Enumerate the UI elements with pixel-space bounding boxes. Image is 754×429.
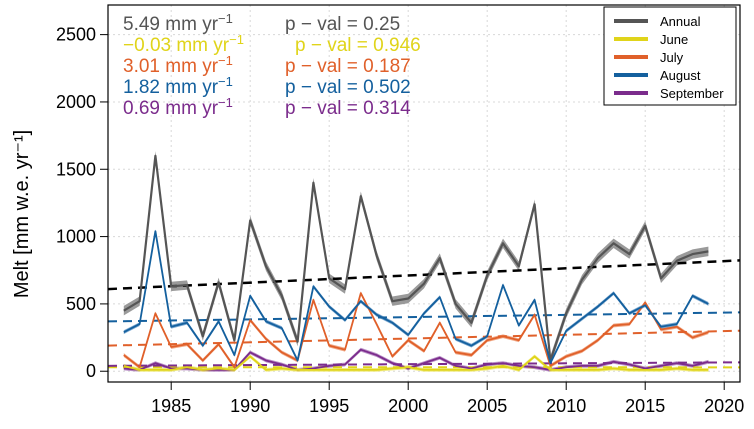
trend-august: [107, 311, 741, 323]
annotation-rate: 1.82 mm yr−1: [123, 74, 233, 98]
x-tick-label: 2010: [546, 396, 586, 416]
legend-label-annual: Annual: [660, 14, 701, 29]
x-tick-label: 2005: [467, 396, 507, 416]
y-tick-label: 1000: [56, 227, 96, 247]
annotation-rate: 3.01 mm yr−1: [123, 53, 233, 77]
annotation-pval: p − val = 0.187: [285, 56, 411, 77]
annotation-superscript: −1: [229, 32, 244, 47]
line-august: [123, 230, 709, 365]
x-axis: 1985 1990 1995 2000 2005 2010 2015 2020: [151, 382, 744, 416]
annotation-rate: 5.49 mm yr−1: [123, 11, 233, 35]
y-tick-label: 2000: [56, 92, 96, 112]
annotation-superscript: −1: [218, 11, 233, 26]
line-july: [123, 292, 709, 369]
legend-label-september: September: [660, 86, 724, 101]
y-axis: 0 500 1000 1500 2000 2500: [56, 25, 108, 381]
annotation-pval: p − val = 0.25: [285, 14, 400, 35]
y-tick-label: 1500: [56, 159, 96, 179]
y-tick-label: 0: [86, 361, 96, 381]
line-september: [123, 348, 709, 371]
annotation-rate: −0.03 mm yr−1: [123, 32, 244, 56]
legend: Annual June July August September: [603, 6, 737, 106]
legend-label-june: June: [660, 32, 688, 47]
legend-label-july: July: [660, 50, 684, 65]
annotation-superscript: −1: [218, 74, 233, 89]
plot-frame: [107, 4, 741, 383]
trend-july: [107, 329, 741, 347]
x-tick-label: 2020: [704, 396, 744, 416]
series-lines: [123, 154, 709, 371]
line-annual: [123, 154, 709, 362]
annotation-superscript: −1: [218, 95, 233, 110]
trend-annual: [107, 259, 741, 291]
annotation-superscript: −1: [218, 53, 233, 68]
legend-label-august: August: [660, 68, 701, 83]
line-june: [123, 355, 709, 371]
y-axis-label: Melt [mm w.e. yr⁻¹]: [11, 130, 33, 298]
annotation-rate: 0.69 mm yr−1: [123, 95, 233, 119]
x-tick-label: 2000: [388, 396, 428, 416]
trend-annotations: 5.49 mm yr−1 p − val = 0.25 −0.03 mm yr−1 p…: [123, 11, 421, 119]
x-tick-label: 2015: [625, 396, 665, 416]
x-tick-label: 1985: [151, 396, 191, 416]
annotation-pval: p − val = 0.502: [285, 77, 411, 98]
x-tick-label: 1990: [230, 396, 270, 416]
y-tick-label: 500: [66, 294, 96, 314]
annotation-pval: p − val = 0.314: [285, 98, 411, 119]
annotation-pval: p − val = 0.946: [295, 35, 421, 56]
y-tick-label: 2500: [56, 25, 96, 45]
x-tick-label: 1995: [309, 396, 349, 416]
